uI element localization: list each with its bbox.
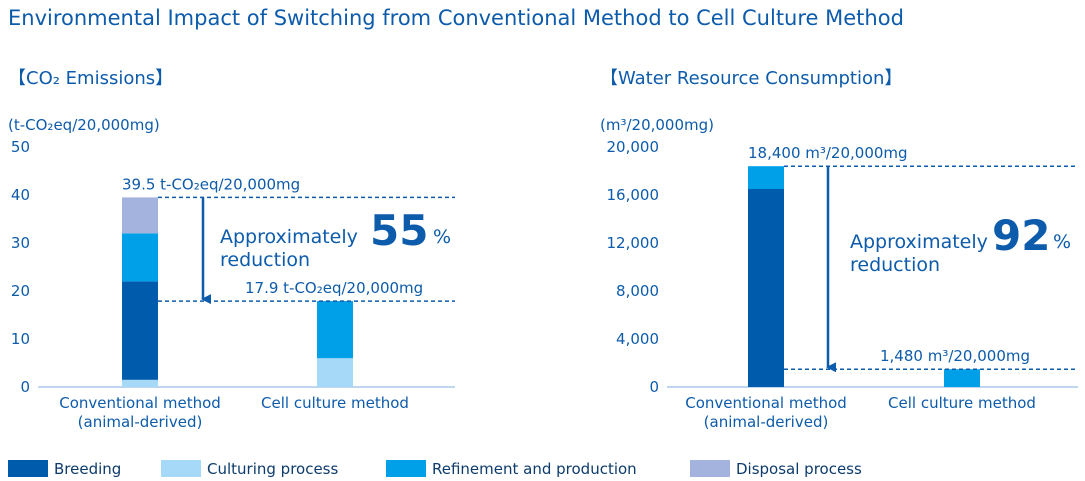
y-tick-label: 10 (11, 330, 30, 348)
reduction-unit: % (1053, 231, 1071, 253)
legend-label: Disposal process (736, 460, 862, 478)
y-tick-label: 30 (11, 234, 30, 252)
legend-swatch (690, 460, 730, 477)
total-label-conventional: 18,400 m³/20,000mg (748, 144, 908, 162)
legend: Breeding Culturing process Refinement and … (8, 460, 862, 478)
reduction-prefix: Approximately (850, 231, 988, 253)
bar-segment (122, 233, 158, 281)
chart-figure: Environmental Impact of Switching from C… (0, 0, 1085, 481)
chart-2: 【Water Resource Consumption】 (m³/20,000mg… (600, 68, 1078, 431)
legend-item: Refinement and production (386, 460, 637, 478)
y-tick-label: 0 (649, 378, 659, 396)
bar-segment (944, 369, 980, 387)
legend-swatch (386, 460, 426, 477)
bar-segment (748, 166, 784, 189)
legend-swatch (8, 460, 48, 477)
legend-item: Breeding (8, 460, 121, 478)
bar-segment (317, 301, 353, 358)
total-label-conventional: 39.5 t-CO₂eq/20,000mg (122, 175, 300, 193)
bar-segment (122, 281, 158, 379)
x-category-label: Cell culture method (888, 394, 1036, 412)
bar-segment (122, 197, 158, 233)
chart-title: 【CO₂ Emissions】 (8, 68, 173, 89)
y-axis-label: (m³/20,000mg) (600, 116, 714, 134)
y-tick-label: 4,000 (616, 330, 659, 348)
legend-swatch (161, 460, 201, 477)
reduction-unit: % (433, 226, 451, 248)
y-tick-label: 16,000 (607, 186, 660, 204)
total-label-cell-culture: 17.9 t-CO₂eq/20,000mg (245, 279, 423, 297)
total-label-cell-culture: 1,480 m³/20,000mg (880, 347, 1030, 365)
bar-segment (122, 380, 158, 387)
reduction-suffix: reduction (220, 249, 310, 271)
x-category-label: Cell culture method (261, 394, 409, 412)
bar-segment (317, 358, 353, 387)
x-category-label: (animal-derived) (78, 413, 203, 431)
y-tick-label: 20 (11, 282, 30, 300)
x-category-label: Conventional method (59, 394, 221, 412)
legend-label: Refinement and production (432, 460, 637, 478)
reduction-value: 55 (370, 206, 428, 255)
y-tick-label: 20,000 (607, 138, 660, 156)
legend-label: Breeding (54, 460, 121, 478)
x-category-label: Conventional method (685, 394, 847, 412)
figure-title: Environmental Impact of Switching from C… (8, 6, 904, 30)
reduction-prefix: Approximately (220, 226, 358, 248)
chart-1: 【CO₂ Emissions】 (t-CO₂eq/20,000mg) 0 10 20 30… (8, 68, 455, 431)
legend-item: Disposal process (690, 460, 862, 478)
reduction-suffix: reduction (850, 254, 940, 276)
legend-item: Culturing process (161, 460, 338, 478)
chart-title: 【Water Resource Consumption】 (600, 68, 902, 89)
reduction-value: 92 (992, 211, 1050, 260)
y-axis-label: (t-CO₂eq/20,000mg) (8, 116, 160, 134)
y-tick-label: 40 (11, 186, 30, 204)
x-category-label: (animal-derived) (704, 413, 829, 431)
charts-group: 【CO₂ Emissions】 (t-CO₂eq/20,000mg) 0 10 20 30… (8, 68, 1078, 431)
y-tick-label: 50 (11, 138, 30, 156)
bar-segment (748, 189, 784, 387)
y-tick-label: 12,000 (607, 234, 660, 252)
legend-label: Culturing process (207, 460, 338, 478)
y-tick-label: 0 (20, 378, 30, 396)
y-tick-label: 8,000 (616, 282, 659, 300)
